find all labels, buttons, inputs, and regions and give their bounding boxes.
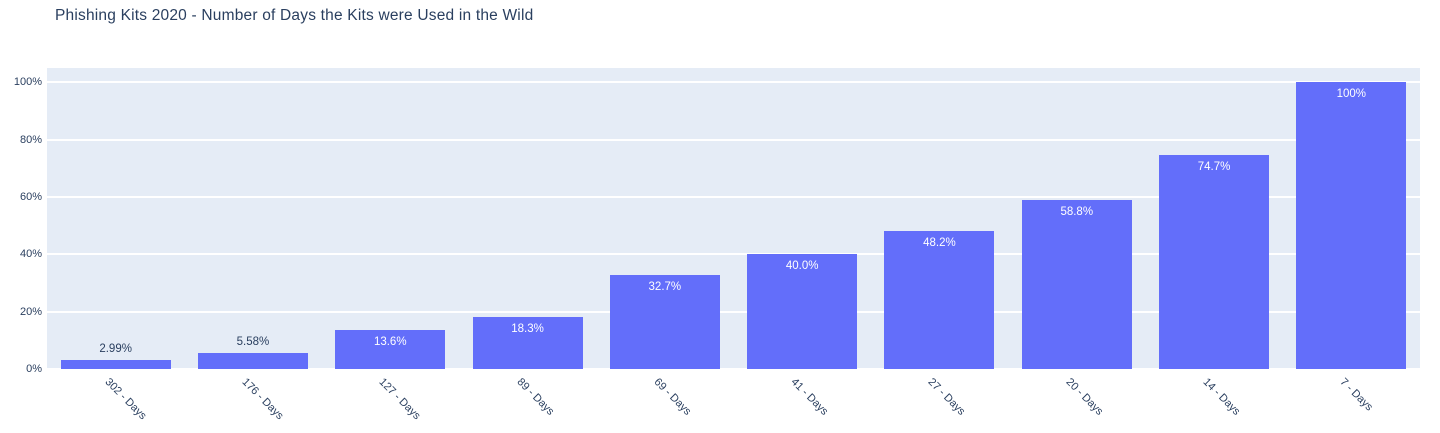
chart-title: Phishing Kits 2020 - Number of Days the … <box>55 7 534 24</box>
x-tick-label: 89 - Days <box>514 376 556 418</box>
bar-20-Days[interactable] <box>1021 200 1132 369</box>
y-tick-label: 100% <box>13 76 42 89</box>
bar-14-Days[interactable] <box>1159 154 1270 369</box>
y-tick-label: 40% <box>19 248 42 261</box>
bar-69-Days[interactable] <box>609 275 720 369</box>
y-axis: 0% 20% 40% 60% 80% 100% <box>0 68 42 375</box>
x-tick-label: 20 - Days <box>1063 376 1106 418</box>
bar-value-label: 58.8% <box>1060 206 1094 219</box>
bar-89-Days[interactable] <box>472 316 583 369</box>
bar-value-label: 5.58% <box>236 336 270 349</box>
bar-value-label: 40.0% <box>785 260 819 273</box>
x-tick-label: 14 - Days <box>1200 376 1243 418</box>
bar-176-Days[interactable] <box>197 353 308 369</box>
bar-value-label: 74.7% <box>1197 160 1231 173</box>
y-tick-label: 20% <box>19 305 42 318</box>
bar-41-Days[interactable] <box>747 254 858 369</box>
y-tick-label: 80% <box>19 133 42 146</box>
x-tick-label: 176 - Days <box>239 376 286 423</box>
x-tick-label: 27 - Days <box>925 376 968 418</box>
bar-value-label: 48.2% <box>923 236 956 249</box>
x-axis: 302 - Days 176 - Days 127 - Days 89 - Days 6… <box>47 369 1420 433</box>
x-tick-label: 302 - Days <box>102 376 149 423</box>
bar-27-Days[interactable] <box>884 230 995 369</box>
x-tick-label: 7 - Days <box>1337 376 1376 414</box>
y-tick-label: 60% <box>19 191 42 203</box>
bar-value-label: 2.99% <box>99 343 132 356</box>
gridline <box>47 253 1420 256</box>
bar-7-Days[interactable] <box>1296 82 1407 369</box>
bar-value-label: 100% <box>1336 88 1367 101</box>
gridline <box>47 196 1420 198</box>
gridline <box>47 138 1420 141</box>
bar-value-label: 13.6% <box>373 336 407 349</box>
gridline <box>47 310 1420 313</box>
bar-value-label: 32.7% <box>648 281 682 294</box>
y-tick-label: 0% <box>26 363 42 375</box>
plot-area[interactable]: 2.99% 5.58% 13.6% 18.3% 32.7% 40.0% 48.2% 58.8%… <box>47 68 1420 370</box>
x-tick-label: 127 - Days <box>376 376 423 423</box>
bar-302-Days[interactable] <box>60 360 171 369</box>
bar-127-Days[interactable] <box>335 330 446 369</box>
gridline <box>47 368 1420 370</box>
gridline <box>47 81 1420 84</box>
x-tick-label: 41 - Days <box>788 376 831 418</box>
bar-value-label: 18.3% <box>511 322 544 335</box>
x-tick-label: 69 - Days <box>651 376 694 418</box>
